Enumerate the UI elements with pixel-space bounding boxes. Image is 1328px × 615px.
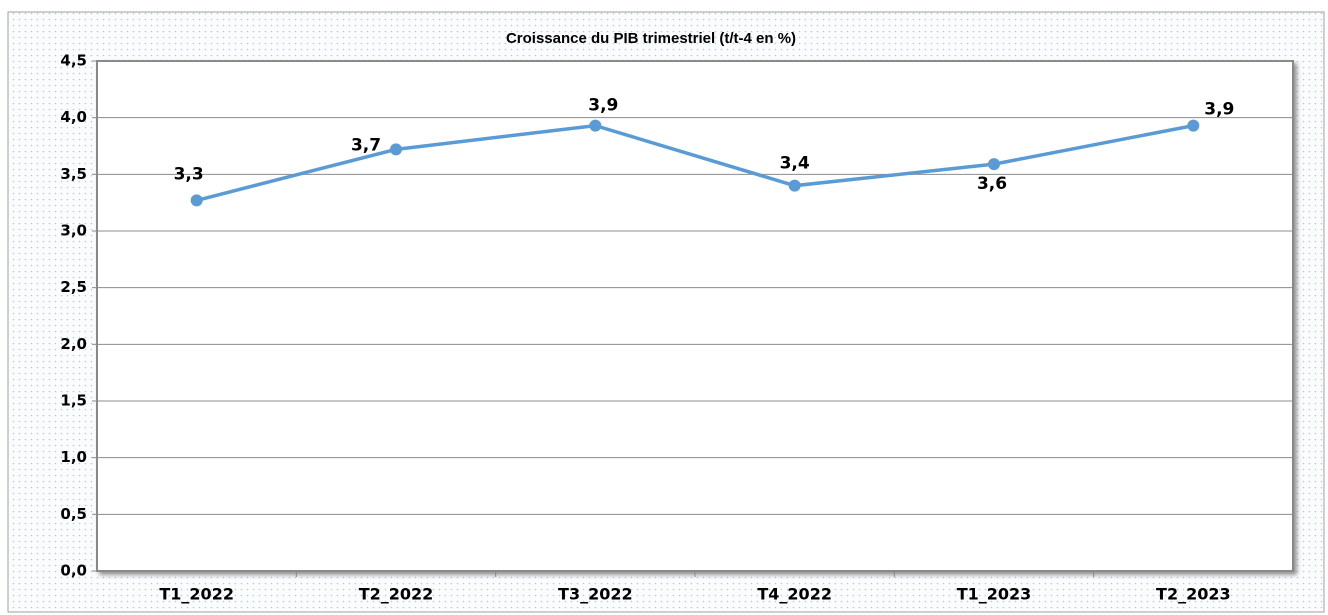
marker [788, 179, 801, 192]
data-label: 3,9 [1204, 100, 1234, 120]
y-tick-label: 3,5 [60, 165, 87, 183]
y-tick-label: 2,5 [60, 278, 87, 296]
x-tick-label: T4_2022 [757, 585, 832, 604]
data-label: 3,3 [174, 164, 204, 184]
data-label: 3,7 [351, 135, 381, 155]
data-label: 3,4 [780, 154, 810, 174]
marker [1187, 119, 1200, 132]
y-tick-label: 4,0 [60, 108, 87, 126]
y-tick-label: 2,0 [60, 335, 87, 353]
line [196, 123, 1194, 203]
marker [190, 194, 203, 207]
plot-area [96, 60, 1294, 572]
marker [390, 143, 402, 156]
y-tick-label: 0,0 [60, 562, 87, 580]
marker [589, 119, 602, 132]
x-tick-label: T1_2023 [957, 585, 1032, 604]
data-label: 3,9 [588, 96, 618, 116]
x-tick-label: T2_2022 [359, 585, 434, 604]
marker [988, 158, 1000, 171]
y-tick-label: 1,0 [60, 448, 87, 466]
y-tick-label: 3,0 [60, 222, 87, 240]
x-tick-label: T1_2022 [159, 585, 234, 604]
x-tick-label: T3_2022 [558, 585, 633, 604]
chart-title: Croissance du PIB trimestriel (t/t-4 en … [506, 30, 796, 47]
y-tick-label: 1,5 [60, 392, 87, 410]
x-tick-label: T2_2023 [1156, 585, 1231, 604]
y-tick-label: 0,5 [60, 505, 87, 523]
data-label: 3,6 [977, 174, 1007, 194]
y-tick-label: 4,5 [60, 52, 87, 70]
